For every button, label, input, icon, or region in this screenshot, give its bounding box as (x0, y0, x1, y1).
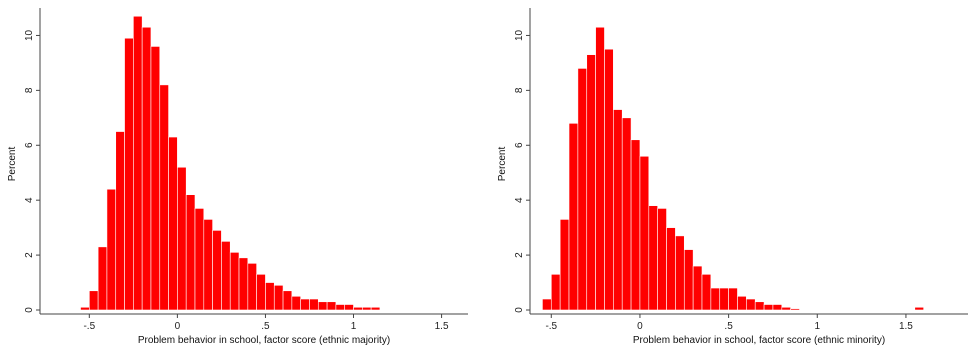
majority-bar (344, 304, 354, 311)
minority-bar (586, 54, 596, 311)
majority-bar (106, 188, 117, 311)
majority-histogram: 0 2 4 6 8 10 -.5 0 .5 1 1.5 Percent Problem behavior… (7, 8, 468, 346)
majority-y-tick-label: 2 (24, 252, 35, 258)
minority-bar (568, 123, 579, 311)
majority-bar (238, 257, 249, 311)
minority-bar (666, 227, 676, 311)
minority-y-tick-label: 8 (514, 87, 525, 93)
majority-x-axis-title: Problem behavior in school, factor score… (138, 335, 390, 346)
minority-y-axis-title: Percent (497, 147, 508, 182)
majority-bar (177, 166, 187, 311)
minority-histogram: 0 2 4 6 8 10 -.5 0 .5 1 1.5 Percent Problem behavior… (497, 8, 968, 346)
minority-bar (772, 304, 783, 311)
minority-x-axis-title: Problem behavior in school, factor score… (633, 335, 885, 346)
minority-bar (559, 219, 570, 311)
minority-x-tick-label: .5 (724, 321, 733, 332)
majority-bar (185, 194, 196, 311)
majority-x-tick-label: .5 (261, 321, 270, 332)
minority-bar (914, 306, 924, 311)
minority-bar (719, 287, 729, 311)
minority-bar (737, 295, 747, 311)
majority-y-tick-label: 10 (24, 29, 35, 41)
majority-bar (300, 298, 310, 311)
minority-x-tick-label: 1 (814, 321, 820, 332)
majority-bar (124, 37, 134, 311)
majority-y-axis-title: Percent (7, 147, 18, 182)
majority-bar (133, 15, 143, 311)
majority-bar (212, 230, 222, 311)
minority-bar (763, 304, 774, 311)
minority-bar (577, 68, 588, 311)
minority-bar (639, 155, 650, 311)
majority-y-tick-label: 4 (24, 197, 35, 203)
minority-bar (675, 235, 685, 311)
minority-bar (746, 298, 756, 311)
minority-bar (648, 205, 658, 311)
majority-bar (194, 208, 205, 311)
majority-x-tick-label: 1.5 (435, 321, 449, 332)
minority-x-tick-label: -.5 (545, 321, 557, 332)
minority-y-tick-label: 4 (514, 197, 525, 203)
majority-bar (335, 304, 346, 311)
minority-y-tick-label: 0 (514, 307, 525, 313)
majority-y-tick-label: 6 (24, 142, 35, 148)
minority-bar (613, 109, 623, 311)
majority-bar (168, 136, 178, 311)
minority-bar (542, 298, 552, 311)
minority-bar (683, 249, 694, 311)
minority-x-tick-label: 1.5 (899, 321, 913, 332)
minority-y-tick-label: 6 (514, 142, 525, 148)
majority-bar (221, 241, 231, 311)
majority-bar (309, 298, 319, 311)
majority-bar (362, 306, 372, 311)
minority-bar (657, 208, 667, 311)
minority-bar (692, 265, 703, 311)
minority-y-tick-label: 2 (514, 252, 525, 258)
majority-bar (150, 46, 161, 311)
majority-y-tick-label: 0 (24, 307, 35, 313)
majority-bar (273, 284, 284, 311)
majority-bar (282, 290, 293, 311)
majority-bar (256, 274, 266, 311)
minority-bar (630, 139, 641, 311)
minority-bar (710, 287, 721, 311)
minority-bar (604, 48, 614, 311)
minority-y-tick-label: 10 (514, 29, 525, 41)
majority-bar (89, 290, 99, 311)
majority-bar (265, 282, 275, 311)
minority-bar (781, 306, 791, 311)
minority-bar (701, 274, 712, 311)
majority-bar (247, 263, 257, 311)
minority-bar (550, 274, 561, 311)
minority-bar (754, 301, 765, 311)
majority-bar (115, 131, 125, 311)
minority-bar (595, 26, 605, 311)
minority-x-tick-label: 0 (637, 321, 643, 332)
majority-bar (317, 301, 328, 311)
majority-bar (141, 26, 152, 311)
majority-x-tick-label: 1 (351, 321, 357, 332)
majority-x-tick-label: 0 (175, 321, 181, 332)
minority-bar (728, 287, 738, 311)
majority-bar (326, 301, 337, 311)
majority-bar (370, 306, 381, 311)
majority-bar (80, 306, 90, 311)
majority-bar (203, 219, 213, 311)
minority-bar (621, 117, 632, 311)
minority-bar (790, 308, 800, 311)
majority-bar (353, 306, 363, 311)
majority-bar (291, 295, 301, 311)
majority-x-tick-label: -.5 (83, 321, 95, 332)
majority-bar (159, 84, 169, 311)
majority-bar (97, 246, 108, 311)
majority-bar (229, 252, 240, 311)
majority-y-tick-label: 8 (24, 87, 35, 93)
